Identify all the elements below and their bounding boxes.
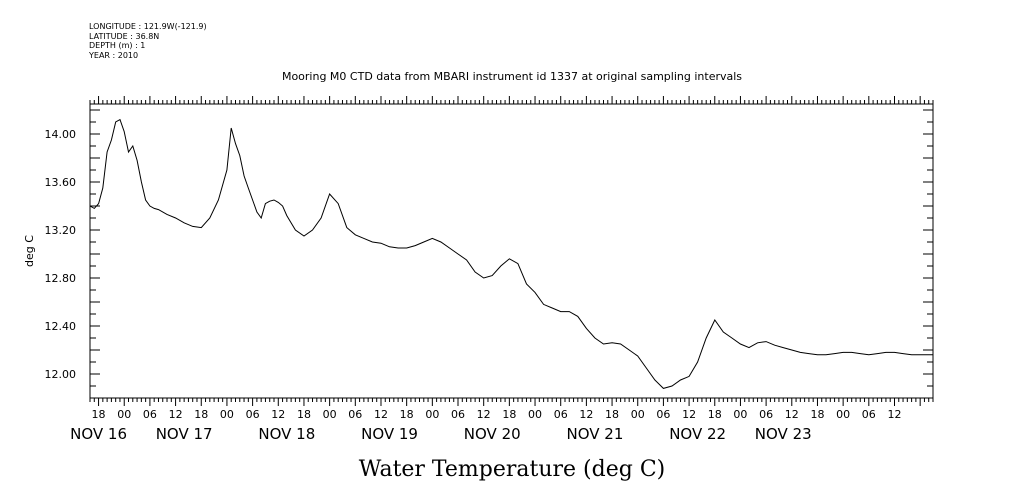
x-hour-label: 00 — [425, 408, 439, 421]
x-hour-label: 18 — [400, 408, 414, 421]
y-tick-label: 13.60 — [45, 176, 77, 189]
x-hour-label: 00 — [631, 408, 645, 421]
x-day-label: NOV 23 — [755, 425, 812, 443]
x-hour-label: 18 — [708, 408, 722, 421]
x-day-label: NOV 22 — [669, 425, 726, 443]
x-hour-label: 12 — [682, 408, 696, 421]
y-axis-label: deg C — [23, 235, 36, 267]
x-hour-label: 06 — [451, 408, 465, 421]
x-hour-label: 18 — [605, 408, 619, 421]
x-hour-label: 18 — [297, 408, 311, 421]
x-hour-label: 00 — [220, 408, 234, 421]
x-hour-label: 12 — [477, 408, 491, 421]
x-day-label: NOV 19 — [361, 425, 418, 443]
x-hour-label: 12 — [785, 408, 799, 421]
x-hour-label: 06 — [348, 408, 362, 421]
x-hour-label: 06 — [143, 408, 157, 421]
x-hour-label: 12 — [887, 408, 901, 421]
x-day-label: NOV 20 — [464, 425, 521, 443]
x-hour-label: 12 — [374, 408, 388, 421]
x-hour-label: 00 — [733, 408, 747, 421]
x-hour-label: 06 — [554, 408, 568, 421]
x-hour-label: 00 — [323, 408, 337, 421]
x-hour-label: 18 — [194, 408, 208, 421]
y-axis: 12.00 12.40 12.80 13.20 13.60 14.00 — [45, 109, 933, 399]
x-hour-label: 18 — [810, 408, 824, 421]
latitude-label: LATITUDE : 36.8N — [89, 31, 160, 41]
year-label: YEAR : 2010 — [89, 50, 139, 60]
y-tick-label: 12.00 — [45, 368, 77, 381]
x-hour-label: 18 — [502, 408, 516, 421]
x-hour-label: 00 — [117, 408, 131, 421]
x-hour-label: 06 — [759, 408, 773, 421]
y-tick-label: 12.80 — [45, 272, 77, 285]
x-axis-label: Water Temperature (deg C) — [359, 457, 666, 482]
x-hour-label: 06 — [246, 408, 260, 421]
plot-frame — [89, 103, 934, 399]
x-hour-label: 12 — [271, 408, 285, 421]
x-day-label: NOV 17 — [156, 425, 213, 443]
x-day-label: NOV 21 — [566, 425, 623, 443]
x-hour-label: 12 — [579, 408, 593, 421]
x-hour-label: 06 — [656, 408, 670, 421]
chart-title: Mooring M0 CTD data from MBARI instrumen… — [282, 70, 742, 83]
longitude-label: LONGITUDE : 121.9W(-121.9) — [89, 22, 207, 31]
y-tick-label: 14.00 — [45, 128, 77, 141]
x-hour-label: 00 — [528, 408, 542, 421]
x-hour-label: 12 — [169, 408, 183, 421]
x-hour-label: 06 — [862, 408, 876, 421]
x-day-label: NOV 16 — [70, 425, 127, 443]
temperature-series-line — [89, 118, 933, 389]
x-hour-label: 18 — [92, 408, 106, 421]
x-day-label: NOV 18 — [258, 425, 315, 443]
x-hour-label: 00 — [836, 408, 850, 421]
y-tick-label: 13.20 — [45, 224, 77, 237]
x-axis: 18 00 06 12 18 00 06 12 18 00 06 12 18 00 06 12 18 00 06 12… — [70, 96, 934, 443]
y-tick-label: 12.40 — [45, 320, 77, 333]
depth-label: DEPTH (m) : 1 — [89, 41, 146, 50]
metadata-block: LONGITUDE : 121.9W(-121.9) LATITUDE : 36… — [89, 22, 207, 60]
